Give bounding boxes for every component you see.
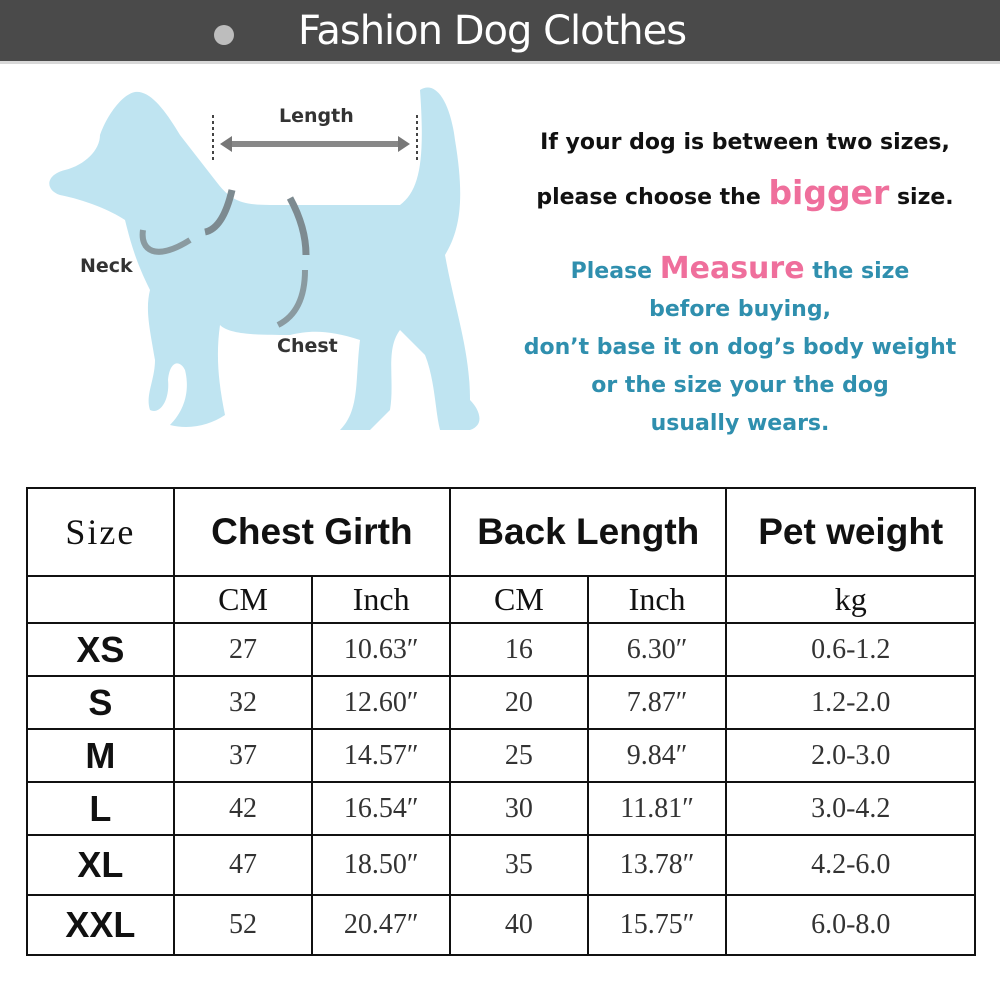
measure-emphasis: Measure [659,251,805,286]
header-size: Size [26,487,175,577]
measure-text: Please [570,259,660,284]
bigger-emphasis: bigger [768,173,890,212]
chest-arrow [286,196,310,256]
dog-silhouette [49,87,480,430]
table-cell: 52 [172,894,314,956]
table-cell: 25 [449,728,589,783]
table-cell: 11.81″ [586,781,728,836]
table-cell: 27 [172,622,314,677]
unit-cell: Inch [586,575,728,624]
size-cell: S [26,675,175,730]
header-back-length: Back Length [449,487,728,577]
table-cell: 18.50″ [311,834,452,896]
unit-empty [26,575,175,624]
table-cell: 12.60″ [311,675,452,730]
arrow-head-left-icon [220,136,232,152]
measure-line-4: or the size your the dog [591,373,889,398]
table-cell: 1.2-2.0 [725,675,976,730]
unit-cell: CM [449,575,589,624]
table-cell: 3.0-4.2 [725,781,976,836]
size-cell: XS [26,622,175,677]
table-cell: 35 [449,834,589,896]
banner-title: Fashion Dog Clothes [298,8,687,54]
neck-arrow [204,189,236,236]
measure-line-3: don’t base it on dog’s body weight [523,335,957,360]
table-cell: 30 [449,781,589,836]
table-cell: 16.54″ [311,781,452,836]
measure-line-1: Please Measure the size [495,250,985,291]
table-cell: 47 [172,834,314,896]
dog-measurement-diagram [49,87,480,430]
table-cell: 20 [449,675,589,730]
advice-text: please choose the [536,185,769,210]
neck-label: Neck [80,255,133,277]
chest-label: Chest [277,335,338,357]
table-cell: 2.0-3.0 [725,728,976,783]
table-cell: 32 [172,675,314,730]
size-cell: XXL [26,894,175,956]
chest-band [276,269,308,328]
table-cell: 15.75″ [586,894,728,956]
arrow-head-right-icon [398,136,410,152]
size-advice: If your dog is between two sizes, please… [500,118,990,223]
measure-line-2: before buying, [649,297,831,322]
table-cell: 40 [449,894,589,956]
size-cell: L [26,781,175,836]
table-cell: 10.63″ [311,622,452,677]
size-chart-table: Size Chest Girth Back Length Pet weight … [26,487,976,956]
table-cell: 4.2-6.0 [725,834,976,896]
table-cell: 13.78″ [586,834,728,896]
header-row: Size Chest Girth Back Length Pet weight [26,487,976,577]
unit-cell: CM [172,575,314,624]
title-banner: Fashion Dog Clothes [0,0,1000,64]
measure-line-5: usually wears. [650,411,830,436]
table-row: XXL 52 20.47″ 40 15.75″ 6.0-8.0 [26,894,976,956]
table-cell: 6.30″ [586,622,728,677]
table-row: XS 27 10.63″ 16 6.30″ 0.6-1.2 [26,622,976,677]
table-row: L 42 16.54″ 30 11.81″ 3.0-4.2 [26,781,976,836]
table-cell: 20.47″ [311,894,452,956]
table-cell: 16 [449,622,589,677]
bullet-icon [214,25,234,45]
advice-line-1: If your dog is between two sizes, [540,130,950,155]
table-row: S 32 12.60″ 20 7.87″ 1.2-2.0 [26,675,976,730]
unit-cell: Inch [311,575,452,624]
table-cell: 6.0-8.0 [725,894,976,956]
measure-advice: Please Measure the size before buying, d… [495,250,985,443]
size-cell: XL [26,834,175,896]
length-label: Length [279,105,354,127]
unit-cell: kg [725,575,976,624]
unit-row: CM Inch CM Inch kg [26,575,976,624]
advice-text: size. [889,185,954,210]
table-row: M 37 14.57″ 25 9.84″ 2.0-3.0 [26,728,976,783]
header-pet-weight: Pet weight [725,487,976,577]
header-chest-girth: Chest Girth [172,487,452,577]
table-cell: 9.84″ [586,728,728,783]
neck-band [139,229,192,255]
table-cell: 14.57″ [311,728,452,783]
measure-text: the size [804,259,910,284]
advice-line-2: please choose the bigger size. [500,168,990,223]
table-cell: 42 [172,781,314,836]
table-cell: 7.87″ [586,675,728,730]
table-row: XL 47 18.50″ 35 13.78″ 4.2-6.0 [26,834,976,896]
table-cell: 0.6-1.2 [725,622,976,677]
table-cell: 37 [172,728,314,783]
size-cell: M [26,728,175,783]
